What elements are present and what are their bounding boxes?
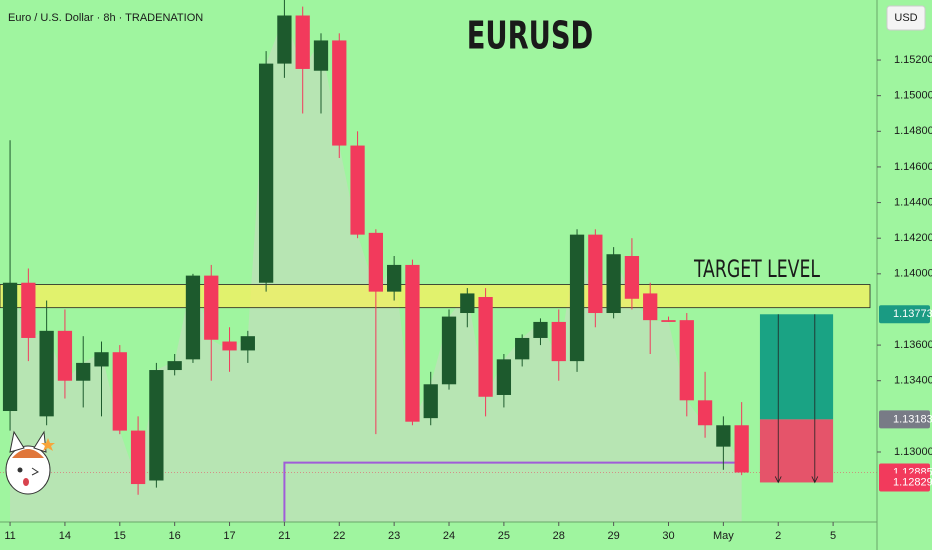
y-tick-label: 1.14600 [894, 161, 932, 173]
x-tick-label: 17 [223, 530, 235, 542]
candle-body [606, 254, 621, 314]
candle-body [478, 296, 493, 397]
arrow [774, 314, 782, 484]
x-tick-label: 14 [59, 530, 71, 542]
close-area [10, 15, 742, 522]
price-label-box [879, 410, 930, 429]
target-zone [0, 284, 871, 309]
candle-body [149, 370, 164, 481]
y-tick-label: 1.15200 [894, 54, 932, 66]
candle-body [515, 337, 530, 360]
candle-body [697, 400, 713, 426]
candle-body [588, 234, 603, 314]
x-tick-label: May [713, 530, 734, 542]
y-tick-label: 1.14000 [894, 268, 932, 280]
x-tick-label: 15 [114, 530, 126, 542]
currency: USD [894, 12, 917, 24]
mascot [5, 430, 55, 495]
candle-body [222, 341, 237, 351]
candle-body [716, 425, 731, 447]
x-tick-label: 16 [169, 530, 181, 542]
price-label-box [879, 473, 930, 492]
candle-body [76, 362, 91, 381]
candle-body [661, 320, 676, 322]
candle-body [405, 264, 420, 422]
x-tick-label: 29 [608, 530, 620, 542]
x-tick-label: 24 [443, 530, 455, 542]
profit-zone [759, 314, 834, 420]
candle-body [387, 264, 402, 292]
y-tick-label: 1.13600 [894, 339, 932, 351]
y-tick-label: 1.13000 [894, 446, 932, 458]
x-tick-label: 2 [775, 530, 781, 542]
candle-body [167, 361, 182, 371]
y-tick-label: 1.13400 [894, 375, 932, 387]
price-label: 1.13773 [893, 308, 932, 320]
candle-body [441, 316, 457, 385]
x-tick-label: 23 [388, 530, 400, 542]
candle-body [643, 293, 658, 321]
plot-area [0, 0, 877, 522]
candle-body [185, 275, 201, 360]
x-tick-label: 11 [4, 530, 15, 542]
indicator-line [283, 461, 742, 522]
price-label: 1.13183 [893, 413, 932, 425]
candle-body [21, 282, 36, 338]
candle-body [240, 336, 255, 351]
candle-body [258, 63, 274, 283]
x-tick-label: 21 [278, 530, 290, 542]
candle-body [332, 40, 347, 146]
candle-body [112, 352, 127, 431]
candle-body [94, 352, 109, 367]
y-tick-label: 1.14400 [894, 196, 932, 208]
price-label-box [879, 305, 930, 324]
candle-body [2, 282, 18, 412]
candle-body [130, 430, 146, 485]
candle-body [533, 321, 548, 338]
y-tick-label: 1.15000 [894, 90, 932, 102]
candle-body [423, 384, 438, 419]
x-tick-label: 22 [333, 530, 345, 542]
annotation: TARGET LEVEL [693, 256, 820, 284]
header: Euro / U.S. Dollar · 8h · TRADENATION [8, 12, 203, 24]
candle-body [460, 293, 475, 314]
candle-body [496, 359, 512, 395]
chart-title: EURUSD [467, 14, 594, 58]
candle-body [277, 15, 292, 64]
candle-body [295, 15, 310, 69]
y-tick-label: 1.14800 [894, 125, 932, 137]
candle-body [624, 256, 640, 299]
arrow [811, 314, 819, 484]
candle-body [368, 232, 383, 292]
x-tick-label: 30 [662, 530, 674, 542]
candle-body [57, 330, 73, 381]
candle-body [350, 145, 365, 235]
x-tick-label: 5 [830, 530, 836, 542]
loss-zone [759, 419, 834, 483]
candle-body [204, 275, 219, 340]
y-tick-label: 1.14200 [894, 232, 932, 244]
currency-button[interactable] [886, 5, 926, 31]
x-tick-label: 28 [553, 530, 565, 542]
candle-body [679, 320, 694, 401]
x-tick-label: 25 [498, 530, 510, 542]
price-label: 1.12829 [893, 476, 932, 488]
candle-body [39, 330, 54, 417]
candle-body [313, 40, 329, 71]
candle-body [734, 425, 749, 473]
candle-body [551, 321, 566, 362]
candle-body [569, 234, 585, 362]
